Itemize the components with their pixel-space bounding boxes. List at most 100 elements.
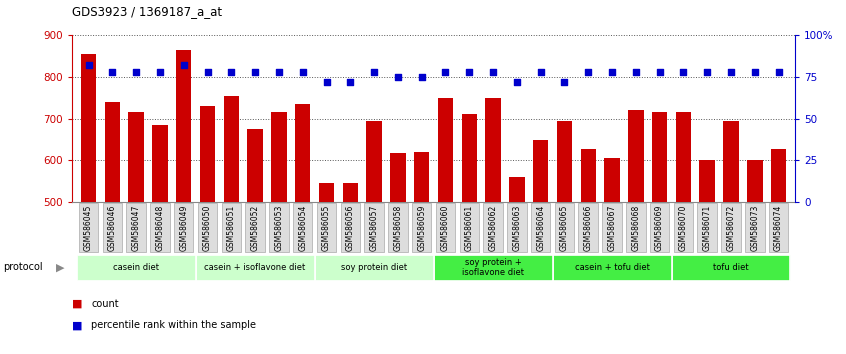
FancyBboxPatch shape [602,203,622,252]
FancyBboxPatch shape [245,203,265,252]
Text: GSM586070: GSM586070 [678,204,688,251]
Text: GSM586068: GSM586068 [631,204,640,251]
Bar [319,183,334,202]
Text: GSM586059: GSM586059 [417,204,426,251]
Bar [462,114,477,202]
Text: ■: ■ [72,320,82,330]
Bar [533,140,548,202]
FancyBboxPatch shape [433,255,552,280]
Text: GSM586054: GSM586054 [298,204,307,251]
Point [224,69,238,75]
Point [249,69,262,75]
Text: GSM586050: GSM586050 [203,204,212,251]
FancyBboxPatch shape [459,203,479,252]
FancyBboxPatch shape [388,203,408,252]
Bar [223,96,239,202]
FancyBboxPatch shape [579,203,598,252]
Text: count: count [91,299,119,309]
Point [772,69,785,75]
Bar [295,104,310,202]
Point [463,69,476,75]
Bar [580,149,596,202]
FancyBboxPatch shape [650,203,669,252]
Bar [366,121,382,202]
FancyBboxPatch shape [507,203,526,252]
Point [391,74,404,80]
Point [653,69,667,75]
Bar [152,125,168,202]
Text: GSM586055: GSM586055 [322,204,331,251]
Text: GSM586045: GSM586045 [84,204,93,251]
Point [106,69,119,75]
Text: GSM586067: GSM586067 [607,204,617,251]
Bar [676,112,691,202]
Point [439,69,453,75]
FancyBboxPatch shape [769,203,788,252]
Point [558,79,571,85]
Bar [390,153,405,202]
FancyBboxPatch shape [315,255,433,280]
FancyBboxPatch shape [531,203,551,252]
Bar [747,160,762,202]
FancyBboxPatch shape [555,203,574,252]
Bar [81,54,96,202]
Text: GSM586064: GSM586064 [536,204,545,251]
Text: GSM586056: GSM586056 [346,204,354,251]
FancyBboxPatch shape [745,203,765,252]
Text: protocol: protocol [3,262,43,272]
FancyBboxPatch shape [198,203,217,252]
Text: percentile rank within the sample: percentile rank within the sample [91,320,256,330]
Text: GSM586071: GSM586071 [703,204,711,251]
Bar [486,98,501,202]
FancyBboxPatch shape [436,203,455,252]
Text: GSM586063: GSM586063 [513,204,521,251]
FancyBboxPatch shape [126,203,146,252]
FancyBboxPatch shape [412,203,431,252]
Bar [652,112,667,202]
Text: GSM586074: GSM586074 [774,204,783,251]
Point [486,69,500,75]
FancyBboxPatch shape [483,203,503,252]
Bar [628,110,644,202]
Point [581,69,595,75]
Text: GSM586053: GSM586053 [274,204,283,251]
Bar [414,152,430,202]
FancyBboxPatch shape [79,203,98,252]
Text: soy protein diet: soy protein diet [341,263,407,272]
Point [415,74,428,80]
Text: GSM586058: GSM586058 [393,204,403,251]
Point [367,69,381,75]
Point [296,69,310,75]
Text: GSM586047: GSM586047 [132,204,140,251]
FancyBboxPatch shape [269,203,288,252]
Point [272,69,286,75]
FancyBboxPatch shape [365,203,384,252]
Bar [771,149,786,202]
Text: GSM586065: GSM586065 [560,204,569,251]
Point [201,69,214,75]
Text: casein + isoflavone diet: casein + isoflavone diet [205,263,305,272]
FancyBboxPatch shape [174,203,194,252]
Text: ▶: ▶ [56,262,64,272]
Bar [557,121,572,202]
FancyBboxPatch shape [341,203,360,252]
Point [129,69,143,75]
FancyBboxPatch shape [151,203,170,252]
Text: GSM586072: GSM586072 [727,204,735,251]
Bar [723,121,739,202]
FancyBboxPatch shape [293,203,312,252]
Text: GSM586051: GSM586051 [227,204,236,251]
Point [510,79,524,85]
Text: GSM586073: GSM586073 [750,204,760,251]
FancyBboxPatch shape [195,255,315,280]
Bar [700,160,715,202]
FancyBboxPatch shape [626,203,645,252]
Point [82,63,96,68]
Bar [509,177,525,202]
Text: GSM586057: GSM586057 [370,204,379,251]
Text: GSM586046: GSM586046 [107,204,117,251]
Point [748,69,761,75]
Point [677,69,690,75]
FancyBboxPatch shape [697,203,717,252]
Text: GSM586061: GSM586061 [464,204,474,251]
